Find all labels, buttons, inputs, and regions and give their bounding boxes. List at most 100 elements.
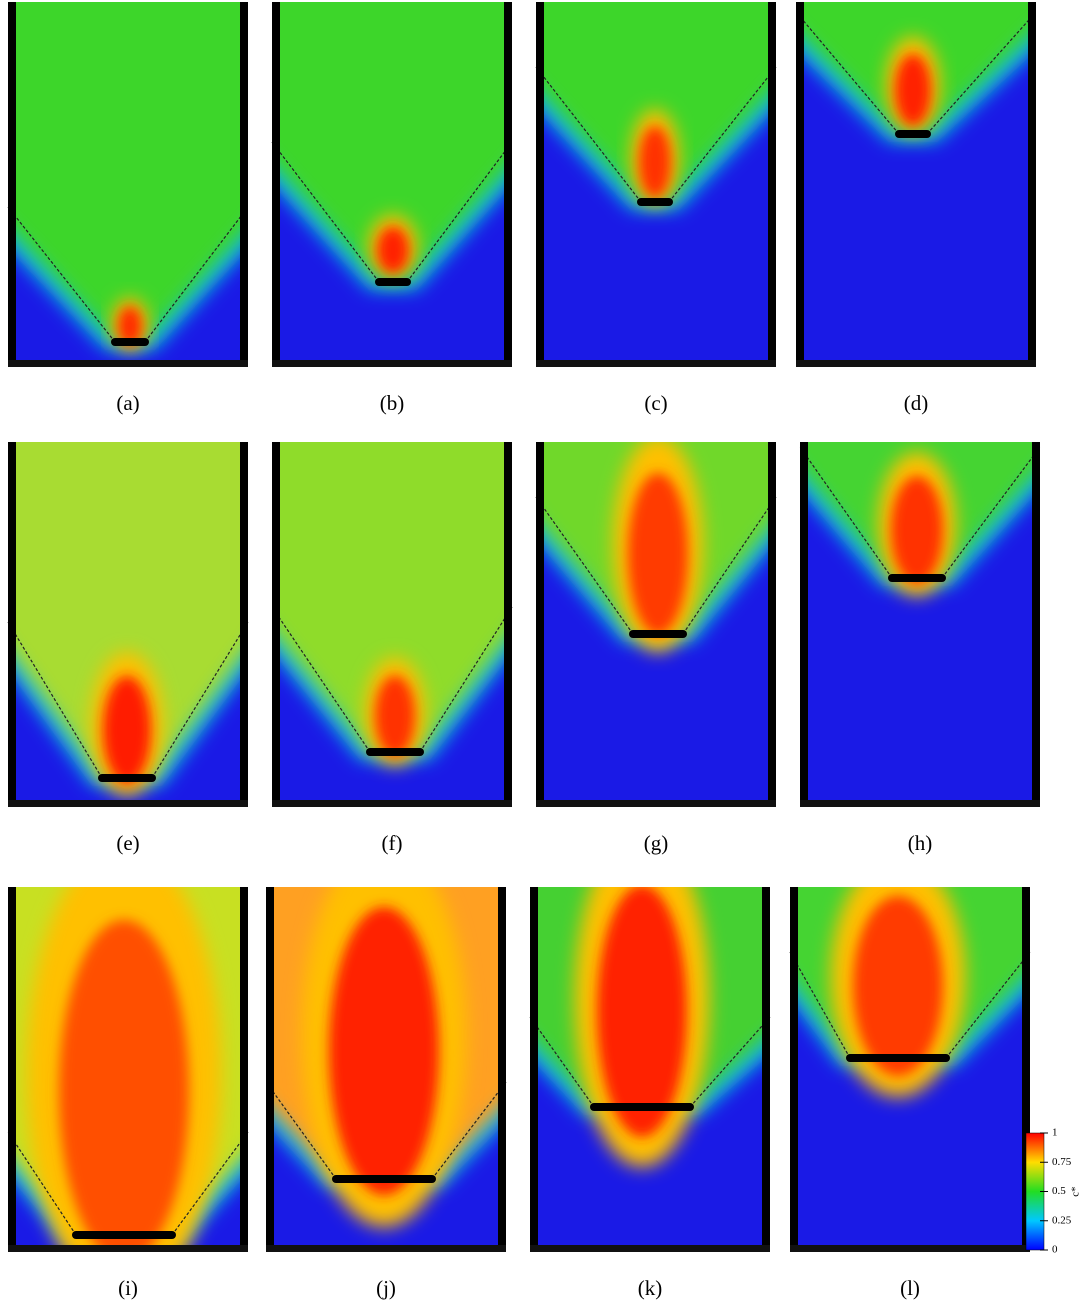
- dashed-left: [7, 206, 116, 343]
- wall-left: [266, 887, 274, 1252]
- wall-right: [1032, 442, 1040, 807]
- dashed-left: [529, 1016, 595, 1108]
- dashed-right: [406, 141, 513, 283]
- hot-core: [59, 920, 189, 1252]
- field-upper: [8, 2, 248, 342]
- field: [536, 2, 776, 367]
- colorbar-tick-label: 0.25: [1052, 1214, 1072, 1226]
- colorbar-tick-label: 0.75: [1052, 1156, 1072, 1168]
- wall-bottom: [536, 360, 776, 367]
- wall-bottom: [800, 800, 1040, 807]
- wall-left: [530, 887, 538, 1252]
- hot-core: [628, 473, 688, 635]
- panel: [7, 442, 249, 807]
- field-upper: [8, 442, 248, 778]
- panel-label: (k): [638, 1276, 663, 1300]
- dashed-left: [271, 606, 371, 753]
- field: [272, 2, 512, 367]
- dashed-right: [431, 1081, 507, 1180]
- panel: [535, 442, 777, 807]
- wall-right: [504, 2, 512, 367]
- dashed-left: [535, 496, 634, 635]
- wall-right: [768, 2, 776, 367]
- wall-bottom: [272, 360, 512, 367]
- field: [272, 442, 512, 807]
- hot-core: [597, 887, 687, 1137]
- wall-left: [536, 442, 544, 807]
- dashed-right: [668, 66, 777, 203]
- dashed-left: [7, 1131, 77, 1236]
- dashed-right: [151, 621, 249, 779]
- wall-bottom: [266, 1245, 506, 1252]
- panel: [7, 2, 249, 367]
- field: [266, 887, 506, 1252]
- panel-label: (l): [900, 1276, 920, 1300]
- hot-core: [103, 676, 151, 784]
- field: [800, 442, 1040, 807]
- wall-right: [1022, 887, 1030, 1252]
- wall-left: [796, 2, 804, 367]
- field: [8, 2, 248, 367]
- hot-core: [375, 675, 415, 757]
- panel-label: (f): [382, 831, 403, 855]
- wall-right: [498, 887, 506, 1252]
- panel: [529, 887, 771, 1252]
- panel: [265, 887, 507, 1252]
- wall-left: [790, 887, 798, 1252]
- wall-bottom: [790, 1245, 1030, 1252]
- panel: [535, 2, 777, 367]
- panel-label: (c): [644, 391, 667, 415]
- panel: [799, 442, 1041, 807]
- wall-bottom: [8, 800, 248, 807]
- panel-label: (b): [380, 391, 405, 415]
- field-upper: [272, 2, 512, 282]
- field: [790, 887, 1030, 1252]
- hot-core: [853, 896, 943, 1076]
- wall-left: [8, 442, 16, 807]
- dashed-right: [945, 951, 1031, 1059]
- colorbar-tick-label: 0: [1052, 1244, 1058, 1256]
- field-upper: [536, 2, 776, 202]
- colorbar-label: c*: [1070, 1186, 1082, 1196]
- panel-label: (g): [644, 831, 669, 855]
- panel-label: (h): [908, 831, 933, 855]
- wall-left: [8, 2, 16, 367]
- wall-left: [272, 2, 280, 367]
- field: [536, 442, 776, 807]
- dashed-right: [682, 496, 777, 635]
- dashed-left: [271, 141, 380, 283]
- wall-left: [8, 887, 16, 1252]
- colorbar-tick-label: 0.5: [1052, 1185, 1066, 1197]
- dashed-right: [171, 1131, 249, 1236]
- wall-right: [240, 887, 248, 1252]
- wall-bottom: [8, 360, 248, 367]
- hot-core: [891, 476, 943, 584]
- panel: [271, 2, 513, 367]
- dashed-right: [144, 206, 249, 343]
- wall-bottom: [272, 800, 512, 807]
- wall-right: [504, 442, 512, 807]
- hot-core: [329, 907, 439, 1195]
- colorbar-tick-label: 1: [1052, 1127, 1058, 1139]
- wall-left: [272, 442, 280, 807]
- dashed-left: [795, 11, 900, 135]
- panel-label: (j): [376, 1276, 396, 1300]
- dashed-left: [799, 446, 893, 579]
- hot-core: [895, 54, 931, 126]
- hot-core: [118, 306, 142, 346]
- panel-label: (d): [904, 391, 929, 415]
- field: [530, 887, 770, 1252]
- field: [8, 887, 248, 1252]
- wall-bottom: [536, 800, 776, 807]
- panel: [795, 2, 1037, 367]
- wall-right: [768, 442, 776, 807]
- wall-bottom: [8, 1245, 248, 1252]
- field: [8, 442, 248, 807]
- panel-label: (e): [116, 831, 139, 855]
- wall-right: [240, 2, 248, 367]
- panel-label: (a): [116, 391, 139, 415]
- dashed-left: [789, 951, 851, 1059]
- panel: [789, 887, 1031, 1252]
- field: [796, 2, 1036, 367]
